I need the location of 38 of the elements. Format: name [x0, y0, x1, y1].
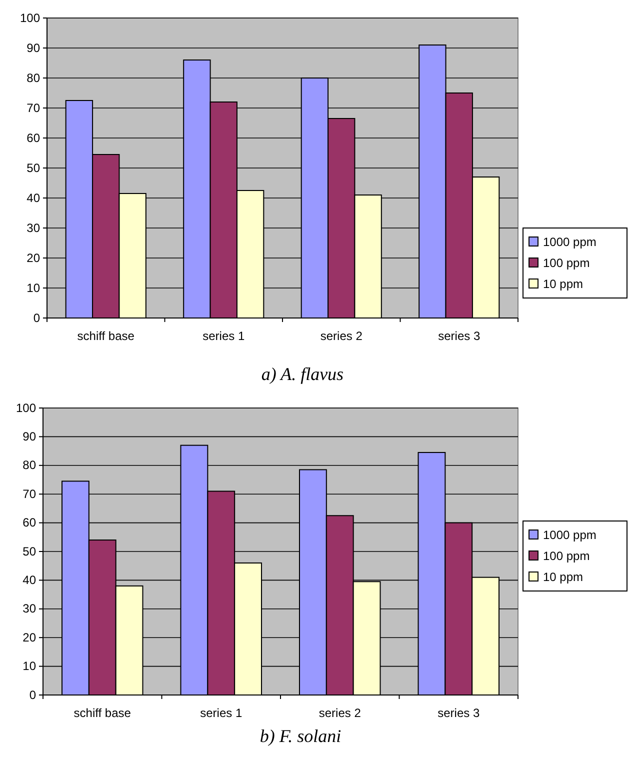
y-tick-label: 0 — [33, 310, 40, 325]
legend-label: 10 ppm — [543, 277, 584, 291]
legend-label: 10 ppm — [543, 570, 584, 584]
x-tick-label: series 2 — [320, 329, 363, 343]
y-tick-label: 60 — [22, 516, 36, 530]
x-tick-label: series 1 — [200, 706, 242, 720]
y-tick-label: 40 — [26, 190, 40, 205]
y-tick-label: 80 — [22, 458, 36, 472]
y-tick-label: 90 — [26, 40, 40, 55]
y-tick-label: 100 — [16, 400, 36, 415]
y-tick-label: 70 — [26, 100, 40, 115]
legend-label: 1000 ppm — [543, 235, 596, 249]
x-tick-label: series 3 — [438, 706, 480, 720]
y-tick-label: 90 — [22, 430, 36, 444]
y-tick-label: 40 — [22, 573, 36, 588]
y-tick-label: 70 — [22, 486, 36, 501]
x-tick-label: series 2 — [318, 706, 362, 720]
text: a) A. flavus — [261, 364, 344, 384]
y-tick-label: 50 — [26, 160, 40, 175]
x-tick-label: schiff base — [74, 706, 132, 720]
legend-label: 100 ppm — [543, 549, 590, 563]
y-tick-label: 30 — [26, 220, 40, 235]
legend-label: 100 ppm — [543, 256, 590, 270]
y-tick-label: 0 — [29, 688, 36, 702]
y-tick-label: 30 — [22, 602, 36, 616]
y-tick-label: 10 — [22, 659, 36, 674]
text: b) F. solani — [260, 726, 342, 746]
y-tick-label: 20 — [26, 250, 40, 265]
y-tick-label: 80 — [26, 70, 40, 85]
x-tick-label: series 1 — [202, 329, 245, 343]
y-tick-label: 50 — [22, 544, 36, 558]
y-tick-label: 100 — [20, 10, 40, 25]
y-tick-label: 20 — [22, 630, 36, 644]
legend-label: 1000 ppm — [543, 528, 596, 542]
x-tick-label: schiff base — [77, 329, 135, 343]
x-tick-label: series 3 — [438, 329, 480, 343]
y-tick-label: 10 — [26, 280, 40, 295]
y-tick-label: 60 — [26, 130, 40, 145]
